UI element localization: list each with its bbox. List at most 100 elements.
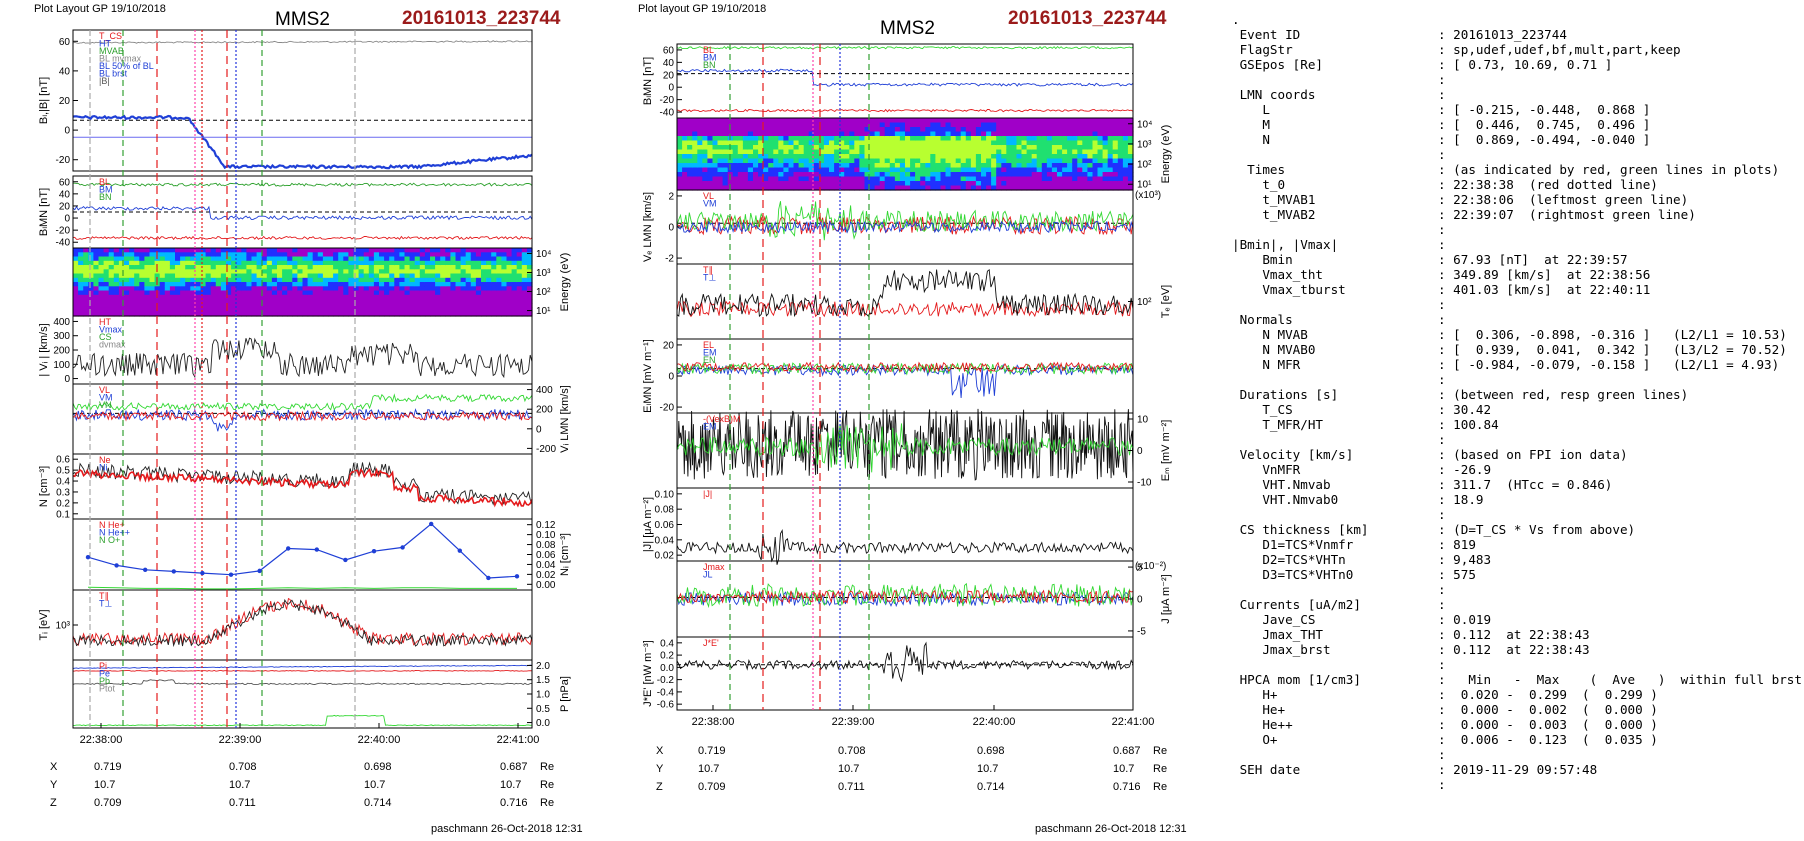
- trace-BM: [72, 205, 533, 221]
- spectrogram-cell: [373, 273, 380, 279]
- spectrogram-cell: [1102, 163, 1109, 169]
- spectrogram-cell: [986, 176, 992, 182]
- spectrogram-cell: [803, 136, 810, 142]
- spectrogram-cell: [839, 167, 845, 173]
- spectrogram-cell: [384, 277, 390, 283]
- spectrogram-cell: [727, 158, 734, 164]
- spectrogram-cell: [808, 167, 815, 173]
- y-tick-label: 10²: [536, 287, 551, 298]
- position-value: 0.719: [698, 745, 726, 757]
- spectrogram-cell: [783, 176, 790, 182]
- spectrogram-cell: [491, 303, 497, 309]
- spectrogram-cell: [134, 273, 140, 279]
- spectrogram-cell: [763, 127, 769, 133]
- spectrogram-cell: [697, 127, 703, 133]
- spectrogram-cell: [282, 282, 288, 287]
- spectrogram-cell: [854, 140, 860, 146]
- spectrogram-cell: [169, 286, 176, 292]
- spectrogram-cell: [930, 118, 936, 124]
- spectrogram-cell: [210, 269, 217, 275]
- spectrogram-cell: [251, 273, 258, 279]
- spectrogram-cell: [682, 118, 688, 124]
- spectrogram-cell: [282, 299, 288, 304]
- spectrogram-cell: [986, 127, 992, 133]
- spectrogram-cell: [277, 307, 283, 313]
- spectrogram-cell: [149, 290, 156, 296]
- spectrogram-cell: [521, 290, 528, 296]
- spectrogram-cell: [445, 277, 451, 283]
- spectrogram-cell: [803, 181, 810, 187]
- spectrogram-cell: [282, 290, 288, 296]
- spectrogram-cell: [450, 290, 457, 296]
- spectrogram-cell: [491, 273, 497, 279]
- spectrogram-cell: [124, 307, 130, 313]
- spectrogram-cell: [430, 282, 436, 287]
- spectrogram-cell: [753, 163, 759, 169]
- spectrogram-cell: [813, 140, 820, 146]
- spectrogram-cell: [317, 307, 324, 313]
- spectrogram-cell: [955, 167, 962, 173]
- spectrogram-cell: [139, 299, 145, 304]
- spectrogram-cell: [384, 307, 390, 313]
- spectrogram-cell: [190, 256, 196, 262]
- spectrogram-cell: [970, 131, 977, 137]
- spectrogram-cell: [297, 256, 304, 262]
- spectrogram-cell: [1122, 149, 1129, 155]
- spectrogram-cell: [702, 136, 708, 142]
- spectrogram-cell: [920, 131, 926, 137]
- spectrogram-cell: [215, 307, 222, 313]
- spectrogram-cell: [124, 269, 130, 275]
- spectrogram-cell: [823, 158, 830, 164]
- spectrogram-cell: [894, 149, 901, 155]
- spectrogram-cell: [818, 158, 825, 164]
- spectrogram-cell: [697, 154, 703, 160]
- spectrogram-cell: [430, 265, 436, 270]
- spectrogram-cell: [389, 282, 395, 287]
- info-value: : 0.020 - 0.299 ( 0.299 ): [1438, 687, 1658, 702]
- legend-label: |B|: [99, 76, 110, 86]
- spectrogram-cell: [1036, 185, 1043, 191]
- spectrogram-cell: [93, 260, 100, 266]
- spectrogram-cell: [98, 294, 105, 300]
- info-value: :: [1438, 87, 1446, 102]
- spectrogram-cell: [307, 311, 314, 317]
- spectrogram-cell: [742, 154, 749, 160]
- spectrogram-cell: [399, 256, 406, 262]
- spectrogram-cell: [506, 265, 513, 270]
- spectrogram-cell: [910, 176, 916, 182]
- spectrogram-cell: [164, 294, 171, 300]
- spectrogram-cell: [404, 269, 411, 275]
- spectrogram-cell: [839, 136, 845, 142]
- spectrogram-cell: [516, 307, 523, 313]
- spectrogram-cell: [348, 299, 355, 304]
- data-point-O-plus: [400, 545, 405, 550]
- spectrogram-cell: [496, 294, 502, 300]
- spectrogram-cell: [742, 131, 749, 137]
- spectrogram-cell: [241, 286, 247, 292]
- spectrogram-cell: [823, 181, 830, 187]
- spectrogram-cell: [511, 269, 518, 275]
- spectrogram-cell: [722, 158, 729, 164]
- spectrogram-cell: [384, 311, 390, 317]
- spectrogram-cell: [277, 282, 283, 287]
- spectrogram-cell: [930, 145, 936, 151]
- info-value: :: [1438, 372, 1446, 387]
- spectrogram-cell: [702, 158, 708, 164]
- spectrogram-cell: [1057, 118, 1063, 124]
- spectrogram-cell: [879, 122, 886, 128]
- spectrogram-cell: [808, 127, 815, 133]
- y-tick-label: 0.3: [56, 487, 70, 498]
- spectrogram-cell: [256, 277, 263, 283]
- trace-VM-green: [676, 201, 1134, 241]
- spectrogram-cell: [205, 265, 212, 270]
- spectrogram-cell: [440, 290, 446, 296]
- spectrogram-cell: [702, 118, 708, 124]
- spectrogram-cell: [697, 122, 703, 128]
- spectrogram-cell: [231, 252, 237, 258]
- spectrogram-cell: [317, 303, 324, 309]
- spectrogram-cell: [435, 269, 441, 275]
- spectrogram-cell: [1026, 181, 1033, 187]
- spectrogram-cell: [1102, 127, 1109, 133]
- spectrogram-cell: [773, 131, 779, 137]
